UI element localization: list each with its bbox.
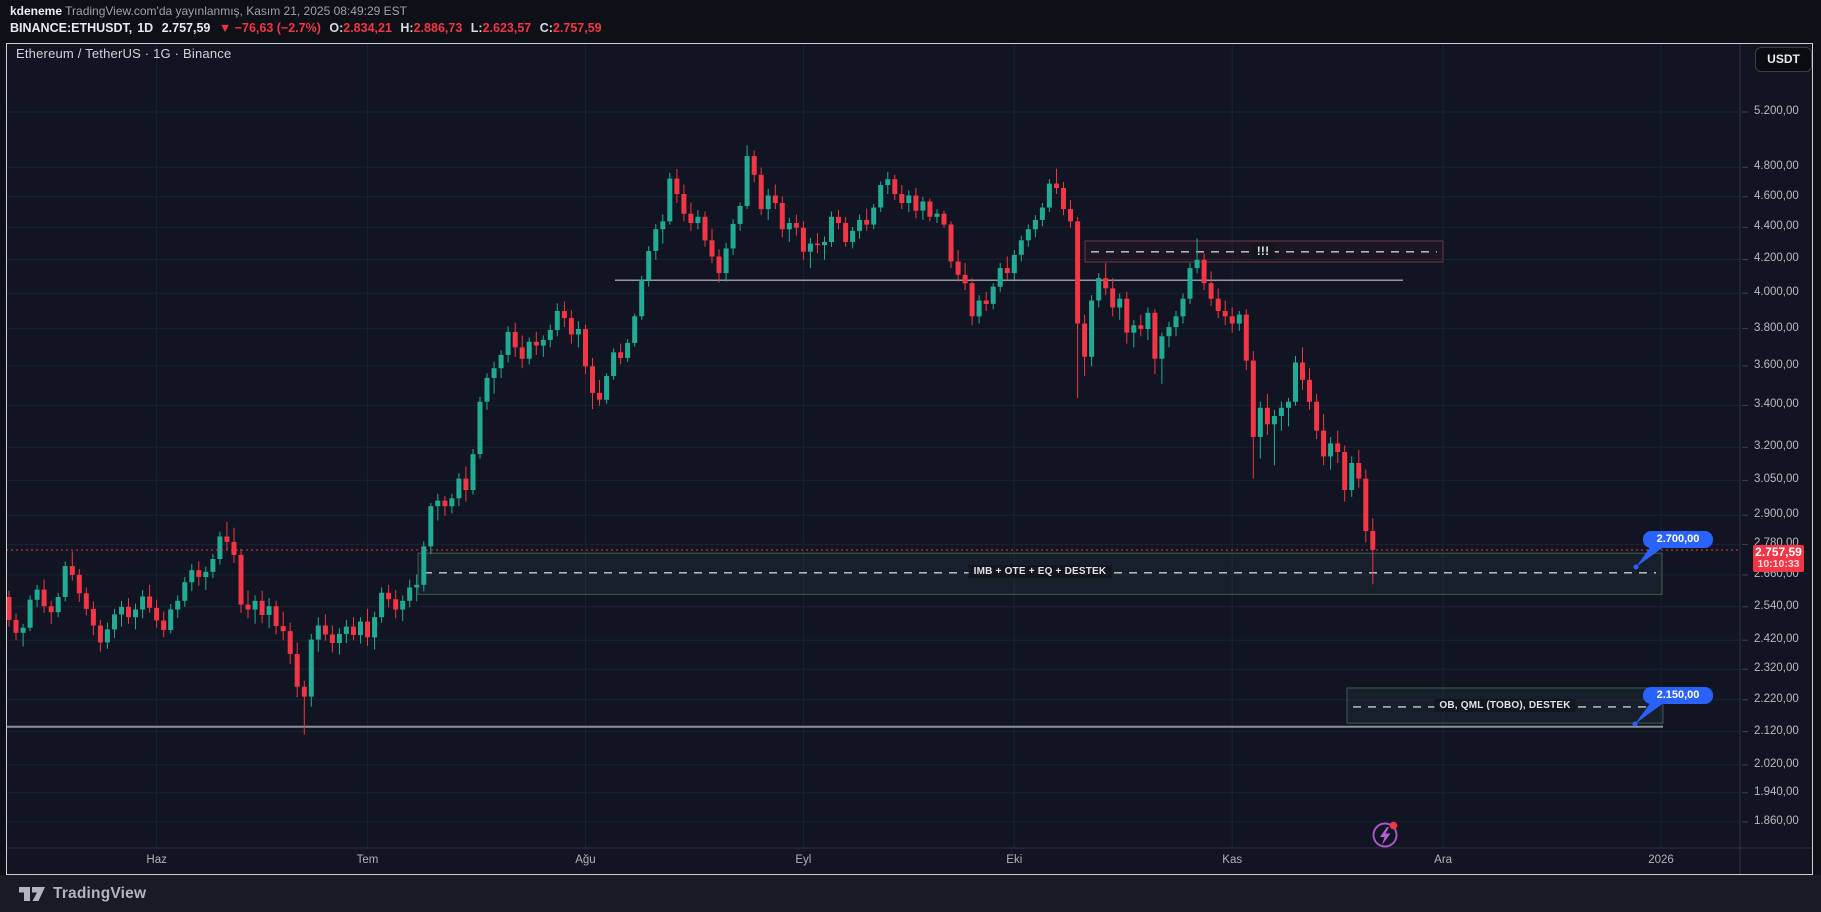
close-value: 2.757,59: [552, 21, 602, 35]
price-axis-tick: 2.320,00: [1754, 662, 1799, 675]
price-axis-tick: 2.220,00: [1754, 692, 1799, 705]
price-axis-tick: 3.200,00: [1754, 440, 1799, 453]
price-callout-2700[interactable]: 2.700,00: [1643, 531, 1713, 548]
time-axis-tick: Ağu: [575, 854, 596, 866]
username: kdeneme: [10, 4, 63, 18]
time-axis[interactable]: Haz Tem Ağu Eyl Eki Kas Ara 2026: [6, 848, 1812, 874]
candlestick-series[interactable]: [6, 145, 1376, 735]
bar-countdown: 10:10:33: [1757, 558, 1800, 570]
symbol-change: ▼ −76,63 (−2.7%): [218, 21, 321, 35]
time-axis-tick: Ara: [1434, 854, 1453, 866]
price-axis-tick: 3.050,00: [1754, 473, 1799, 486]
last-price-value: 2.757,59: [1755, 545, 1802, 559]
price-axis-tick: 4.800,00: [1754, 160, 1799, 173]
time-axis-tick: 2026: [1648, 854, 1674, 866]
callout-anchor-dot: [1633, 564, 1639, 570]
zone-label-imb-ote-eq-destek[interactable]: IMB + OTE + EQ + DESTEK: [968, 565, 1112, 578]
lightning-icon: [1380, 827, 1391, 845]
price-axis-tick: 5.200,00: [1754, 105, 1799, 117]
symbol-ohlc-line: BINANCE:ETHUSDT, 1D 2.757,59 ▼ −76,63 (−2…: [10, 21, 607, 35]
footer-bar: TradingView: [0, 875, 1821, 912]
last-price-axis-label: 2.757,59 10:10:33: [1753, 545, 1804, 572]
high-key: H:: [400, 21, 414, 35]
price-callout-2150[interactable]: 2.150,00: [1643, 687, 1713, 704]
notification-dot-icon: [1389, 821, 1398, 830]
zone-label-ob-qml-tobo-destek[interactable]: OB, QML (TOBO), DESTEK: [1434, 699, 1576, 712]
price-axis-tick: 4.400,00: [1754, 220, 1799, 233]
time-axis-tick: Eki: [1006, 854, 1023, 866]
drawing-zones[interactable]: [417, 240, 1664, 724]
price-axis-tick: 4.000,00: [1754, 286, 1799, 299]
symbol-name: BINANCE:ETHUSDT,: [10, 21, 133, 35]
publish-info: TradingView.com'da yayınlanmış, Kasım 21…: [65, 4, 407, 18]
close-key: C:: [539, 21, 553, 35]
callout-tail: [1635, 702, 1665, 724]
price-axis-tick: 2.900,00: [1754, 508, 1799, 521]
price-axis-tick: 2.540,00: [1754, 599, 1799, 612]
price-axis[interactable]: 5.200,00 4.800,00 4.600,00 4.400,00 4.200,00…: [1741, 43, 1812, 848]
symbol-timeframe: 1D: [137, 21, 154, 35]
high-value: 2.886,73: [413, 21, 463, 35]
price-axis-tick: 2.120,00: [1754, 724, 1799, 737]
price-axis-tick: 4.600,00: [1754, 189, 1799, 202]
price-axis-tick: 3.600,00: [1754, 358, 1799, 371]
price-axis-tick: 4.200,00: [1754, 252, 1799, 265]
time-axis-tick: Tem: [356, 854, 379, 866]
price-axis-tick: 1.940,00: [1754, 785, 1799, 798]
open-key: O:: [329, 21, 344, 35]
publish-info-line: kdeneme TradingView.com'da yayınlanmış, …: [10, 4, 607, 18]
price-axis-tick: 2.020,00: [1754, 757, 1799, 770]
time-axis-tick: Kas: [1222, 854, 1243, 866]
chart-legend-title[interactable]: Ethereum / TetherUS · 1G · Binance: [16, 46, 232, 61]
events-lightning-badge[interactable]: [1372, 821, 1398, 848]
publish-header: kdeneme TradingView.com'da yayınlanmış, …: [10, 4, 607, 35]
chart-pane-background: [6, 43, 1812, 874]
zone-label-alert[interactable]: !!!: [1251, 243, 1275, 259]
callout-anchor-dot: [1632, 721, 1638, 727]
price-axis-tick: 3.800,00: [1754, 321, 1799, 334]
time-axis-tick: Haz: [146, 854, 167, 866]
price-axis-tick: 1.860,00: [1754, 814, 1799, 827]
price-axis-tick: 2.420,00: [1754, 633, 1799, 646]
symbol-last-price: 2.757,59: [161, 21, 211, 35]
time-axis-tick: Eyl: [795, 854, 812, 866]
low-value: 2.623,57: [482, 21, 532, 35]
open-value: 2.834,21: [343, 21, 392, 35]
low-key: L:: [470, 21, 483, 35]
price-axis-tick: 3.400,00: [1754, 398, 1799, 411]
callout-tail: [1636, 546, 1665, 567]
tradingview-logo-icon[interactable]: [18, 884, 46, 904]
tradingview-brand-text[interactable]: TradingView: [53, 884, 147, 902]
currency-toggle-button[interactable]: USDT: [1755, 47, 1812, 72]
